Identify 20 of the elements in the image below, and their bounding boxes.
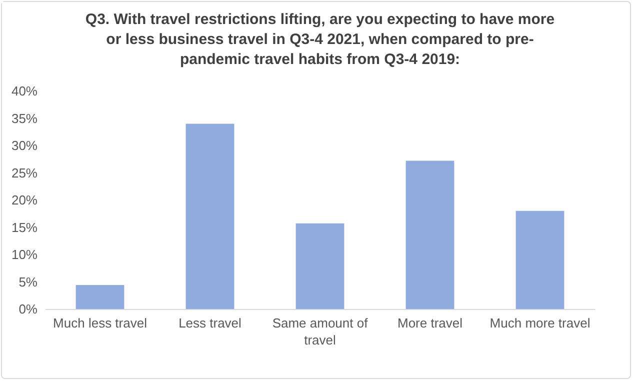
y-tick-label: 15%: [11, 220, 38, 235]
chart-title: Q3. With travel restrictions lifting, are you expecting to have more or less business travel in Q3-4 2021, when compared to pre-pandemic travel habits from Q3-4 2019:: [85, 11, 555, 68]
x-tick-label: Much less travel: [53, 316, 148, 330]
bar: [516, 210, 564, 309]
y-tick-label: 40%: [11, 84, 38, 98]
x-tick-label: Same amount of travel: [272, 316, 368, 348]
y-tick-label: 0%: [18, 302, 38, 316]
y-tick-label: 5%: [18, 274, 38, 290]
bar: [296, 223, 344, 309]
y-tick-label: 10%: [11, 247, 38, 262]
x-tick-label: More travel: [397, 316, 463, 330]
bar: [406, 160, 454, 309]
y-tick-label: 30%: [11, 138, 38, 153]
x-tick-label: Less travel: [178, 316, 242, 330]
bar: [76, 285, 124, 309]
y-tick-label: 20%: [11, 192, 38, 208]
y-tick-label: 25%: [11, 165, 38, 180]
bar: [186, 124, 234, 309]
x-tick-label: Much more travel: [490, 316, 590, 330]
y-tick-label: 35%: [11, 110, 38, 126]
